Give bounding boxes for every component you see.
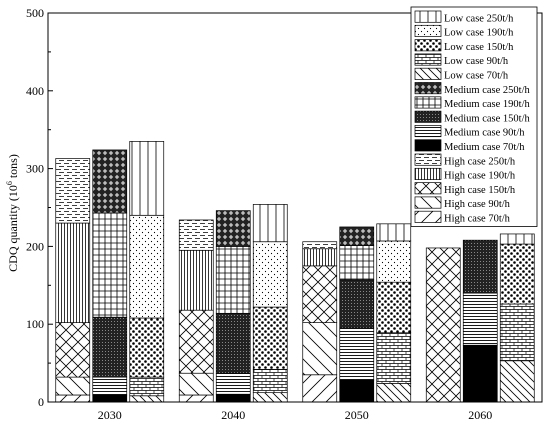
y-axis-label: CDQ quantity (106 tons)	[5, 154, 20, 272]
bar-segment-low-10-2050	[376, 382, 412, 403]
bar-segment-low-12-2040	[252, 306, 288, 370]
legend-label: Low case 190t/h	[444, 28, 514, 39]
y-tick-label: 100	[26, 317, 44, 331]
bar-segment-low-10-2030	[129, 395, 165, 403]
legend-swatch	[414, 39, 442, 52]
bars-layer	[55, 141, 535, 403]
bar-segment-low-12-2060	[499, 243, 535, 305]
axes-layer: 0 100 200 300 400 500 2030 2040 2050 2060	[26, 6, 543, 422]
y-axis-label-sup: 6	[5, 181, 14, 185]
legend-swatch	[414, 210, 442, 223]
bar-segment-low-14-2050	[376, 223, 412, 242]
legend-swatch	[414, 153, 442, 166]
bar-segment-low-11-2040	[252, 368, 288, 394]
bar-segment-medium-8-2050	[339, 245, 375, 281]
legend-swatch	[414, 196, 442, 209]
bar-segment-low-11-2030	[129, 376, 165, 397]
bar-segment-low-10-2040	[252, 392, 288, 403]
bar-segment-high-2-2030	[55, 322, 91, 378]
y-tick-label: 400	[26, 84, 44, 98]
legend-swatch	[414, 110, 442, 123]
y-axis-label-tail: tons)	[6, 154, 20, 181]
bar-segment-medium-5-2060	[462, 344, 498, 403]
bar-segment-low-11-2060	[499, 303, 535, 362]
bar-segment-low-12-2050	[376, 281, 412, 334]
bar-segment-high-0-2030	[55, 394, 91, 403]
bar-segment-medium-9-2040	[215, 210, 251, 247]
legend-label: Medium case 150t/h	[444, 113, 530, 124]
bar-segment-low-12-2030	[129, 317, 165, 378]
legend-label: Medium case 70t/h	[444, 142, 525, 153]
legend-label: Medium case 250t/h	[444, 85, 530, 96]
x-tick-label: 2050	[345, 408, 369, 422]
y-tick-label: 500	[26, 6, 44, 20]
legend-swatch	[414, 96, 442, 109]
bar-segment-medium-7-2040	[215, 312, 251, 374]
bar-segment-medium-7-2030	[92, 316, 128, 378]
legend-label: High case 90t/h	[444, 199, 511, 210]
bar-segment-medium-6-2030	[92, 376, 128, 396]
bar-segment-low-13-2050	[376, 240, 412, 283]
bar-segment-low-10-2060	[499, 360, 535, 403]
bar-segment-high-1-2040	[178, 372, 214, 396]
bar-segment-low-13-2030	[129, 214, 165, 319]
bar-segment-medium-6-2060	[462, 292, 498, 346]
bar-segment-medium-6-2040	[215, 372, 251, 395]
bar-segment-high-3-2030	[55, 222, 91, 323]
legend-label: High case 70t/h	[444, 214, 511, 225]
bar-segment-high-4-2040	[178, 219, 214, 251]
bar-segment-high-3-2040	[178, 249, 214, 311]
y-tick-label: 0	[38, 395, 44, 409]
legend-label: Medium case 90t/h	[444, 128, 525, 139]
legend-label: Low case 90t/h	[444, 56, 509, 67]
bar-segment-high-2-2050	[302, 265, 338, 323]
legend-swatch	[414, 67, 442, 80]
bar-segment-high-0-2050	[302, 374, 338, 403]
legend-label: Low case 70t/h	[444, 71, 509, 82]
legend-swatch	[414, 53, 442, 66]
legend-label: High case 150t/h	[444, 185, 516, 196]
y-tick-label: 300	[26, 162, 44, 176]
legend-swatch	[414, 24, 442, 37]
bar-segment-medium-9-2050	[339, 226, 375, 246]
y-axis-label-base: CDQ quantity (10	[6, 185, 20, 272]
bar-segment-high-0-2040	[178, 394, 214, 403]
bar-segment-medium-8-2040	[215, 246, 251, 314]
legend-swatch	[414, 182, 442, 195]
legend-swatch	[414, 125, 442, 138]
x-tick-label: 2030	[98, 408, 122, 422]
bar-segment-low-14-2060	[499, 233, 535, 245]
bar-segment-high-1-2030	[55, 376, 91, 396]
legend: Low case 250t/h Low case 190t/h Low case 1…	[410, 6, 538, 227]
legend-swatch	[414, 10, 442, 23]
bar-segment-medium-7-2060	[462, 239, 498, 294]
bar-segment-medium-6-2050	[339, 327, 375, 381]
legend-swatch	[414, 82, 442, 95]
legend-swatch	[414, 167, 442, 180]
bar-segment-high-2-2060	[425, 247, 461, 403]
x-tick-label: 2060	[468, 408, 492, 422]
bar-segment-low-14-2030	[129, 141, 165, 216]
bar-segment-high-4-2050	[302, 241, 338, 250]
legend-swatch	[414, 139, 442, 152]
bar-segment-high-2-2040	[178, 309, 214, 374]
bar-segment-medium-7-2050	[339, 279, 375, 329]
y-tick-label: 200	[26, 239, 44, 253]
legend-label: Low case 150t/h	[444, 42, 514, 53]
legend-label: High case 250t/h	[444, 156, 516, 167]
x-tick-label: 2040	[221, 408, 245, 422]
bar-segment-low-14-2040	[252, 204, 288, 243]
bar-segment-high-4-2030	[55, 158, 91, 224]
bar-segment-high-3-2050	[302, 248, 338, 267]
bar-segment-medium-8-2030	[92, 212, 128, 318]
bar-segment-high-1-2050	[302, 322, 338, 376]
legend-label: High case 190t/h	[444, 171, 516, 182]
bar-segment-medium-9-2030	[92, 149, 128, 214]
legend-label: Low case 250t/h	[444, 13, 514, 24]
legend-label: Medium case 190t/h	[444, 99, 530, 110]
bar-segment-low-11-2050	[376, 332, 412, 384]
bar-segment-low-13-2040	[252, 241, 288, 308]
